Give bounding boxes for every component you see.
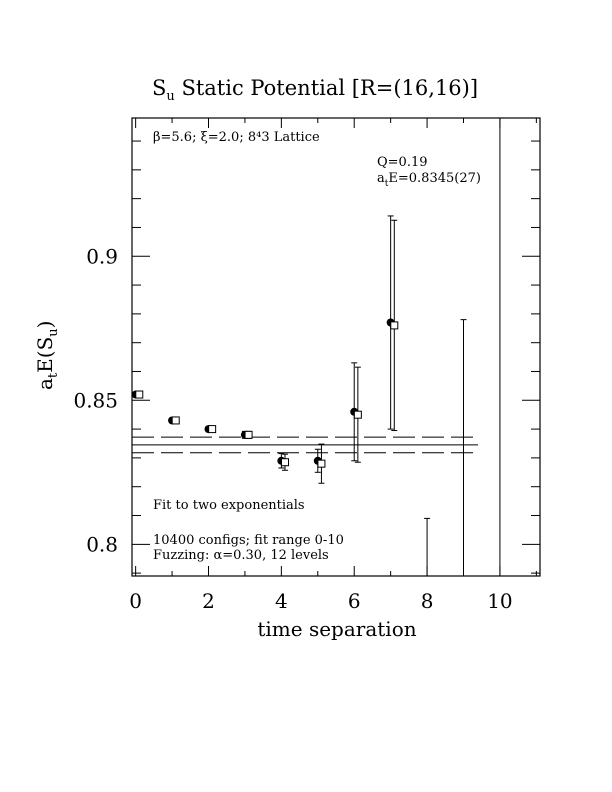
fuzzing-annotation: Fuzzing: α=0.30, 12 levels (153, 548, 329, 563)
y-tick-label: 0.85 (73, 388, 118, 412)
data-point-square (208, 425, 217, 434)
plot-frame (131, 117, 541, 577)
y-axis-label: atE(Su) (33, 321, 61, 390)
title-sub-u: u (166, 89, 174, 104)
chart-title: Su Static Potential [R=(16,16)] (152, 76, 478, 104)
fit-a: a (377, 171, 385, 186)
x-tick-label: 0 (129, 589, 142, 613)
fit-energy-annotation: atE=0.8345(27) (377, 171, 481, 189)
x-tick-label: 2 (202, 589, 215, 613)
x-tick-labels: 0 2 4 6 8 10 (129, 589, 512, 613)
data-point-square (353, 410, 362, 419)
data-point-square (281, 458, 289, 467)
ylabel-a: a (33, 378, 57, 390)
fit-type-annotation: Fit to two exponentials (153, 498, 305, 513)
y-tick-labels: 0.8 0.85 0.9 (73, 244, 118, 556)
y-tick-label: 0.9 (86, 244, 118, 268)
x-tick-label: 10 (487, 589, 512, 613)
configs-annotation: 10400 configs; fit range 0-10 (153, 533, 344, 548)
x-tick-label: 4 (275, 589, 288, 613)
y-tick-label: 0.8 (86, 532, 118, 556)
ylabel-mid: E(S (33, 337, 57, 373)
data-point-square (390, 321, 399, 330)
x-tick-label: 8 (421, 589, 434, 613)
ylabel-u: u (46, 328, 61, 336)
title-rest: Static Potential [R=(16,16)] (175, 76, 478, 100)
q-annotation: Q=0.19 (377, 155, 428, 170)
ylabel-t: t (46, 372, 61, 378)
data-point-square (244, 430, 253, 439)
data-point-square (317, 459, 326, 468)
x-tick-label: 6 (348, 589, 361, 613)
lattice-annotation: β=5.6; ξ=2.0; 8⁴3 Lattice (153, 130, 320, 145)
ylabel-end: ) (33, 321, 57, 329)
data-point-square (135, 390, 144, 399)
title-s: S (152, 76, 166, 100)
fit-band (132, 436, 479, 454)
fit-rest: E=0.8345(27) (388, 171, 481, 186)
data-points (131, 117, 503, 576)
fit-t: t (385, 179, 389, 189)
x-axis-label: time separation (257, 617, 416, 641)
data-point-square (171, 416, 180, 425)
